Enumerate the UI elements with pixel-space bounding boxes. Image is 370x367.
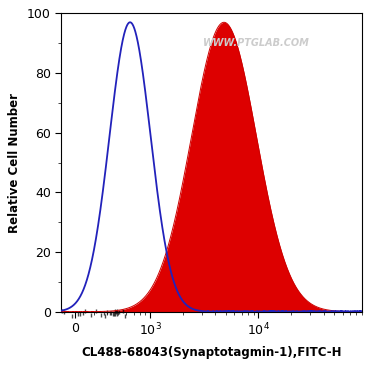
- Y-axis label: Relative Cell Number: Relative Cell Number: [9, 92, 21, 233]
- Text: WWW.PTGLAB.COM: WWW.PTGLAB.COM: [203, 38, 310, 48]
- X-axis label: CL488-68043(Synaptotagmin-1),FITC-H: CL488-68043(Synaptotagmin-1),FITC-H: [81, 346, 342, 359]
